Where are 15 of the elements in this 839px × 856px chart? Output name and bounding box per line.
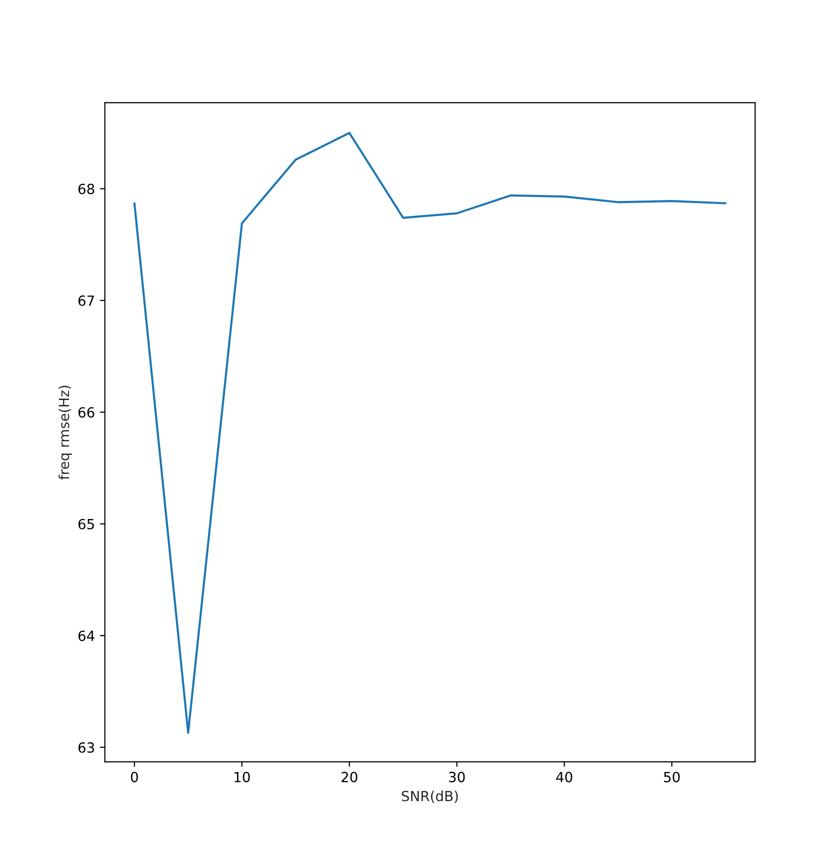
y-tick-label: 64 <box>78 630 94 642</box>
y-axis-title: freq rmse(Hz) <box>58 386 72 480</box>
x-tick-label: 20 <box>342 772 358 782</box>
y-tick-label: 67 <box>78 295 94 306</box>
y-tick-label: 68 <box>78 184 94 194</box>
x-axis-title: SNR(dB) <box>402 790 458 803</box>
line-series <box>133 132 727 734</box>
y-tick-label: 63 <box>78 742 94 753</box>
x-tick-label: 0 <box>130 772 138 782</box>
x-tick-label: 50 <box>664 772 680 782</box>
x-tick-label: 10 <box>234 772 250 782</box>
x-tick-label: 30 <box>449 772 465 782</box>
y-tick-label: 66 <box>78 407 94 418</box>
y-tick-label: 65 <box>78 518 94 530</box>
x-tick-label: 40 <box>556 772 572 782</box>
